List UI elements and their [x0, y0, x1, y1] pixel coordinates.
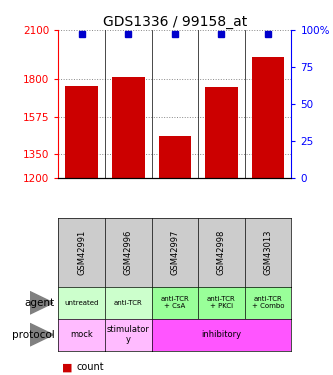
Bar: [252, 57, 284, 178]
Title: GDS1336 / 99158_at: GDS1336 / 99158_at: [103, 15, 247, 29]
Text: anti-TCR
+ CsA: anti-TCR + CsA: [161, 296, 189, 309]
Text: untreated: untreated: [64, 300, 99, 306]
Text: GSM42998: GSM42998: [217, 230, 226, 275]
Text: stimulator
y: stimulator y: [107, 325, 150, 344]
Bar: [159, 135, 191, 178]
Polygon shape: [30, 292, 53, 314]
Polygon shape: [30, 323, 53, 346]
Text: agent: agent: [25, 298, 55, 308]
Bar: [65, 86, 98, 178]
Text: GSM42997: GSM42997: [170, 230, 179, 275]
Text: GSM42996: GSM42996: [124, 230, 133, 275]
Bar: [112, 77, 145, 178]
Text: mock: mock: [70, 330, 93, 339]
Text: GSM43013: GSM43013: [263, 230, 273, 275]
Text: count: count: [77, 363, 104, 372]
Text: protocol: protocol: [12, 330, 55, 340]
Text: anti-TCR
+ PKCi: anti-TCR + PKCi: [207, 296, 236, 309]
Text: inhibitory: inhibitory: [201, 330, 241, 339]
Bar: [205, 87, 238, 178]
Text: ■: ■: [62, 363, 72, 372]
Text: anti-TCR
+ Combo: anti-TCR + Combo: [252, 296, 284, 309]
Text: GSM42991: GSM42991: [77, 230, 86, 275]
Text: anti-TCR: anti-TCR: [114, 300, 143, 306]
